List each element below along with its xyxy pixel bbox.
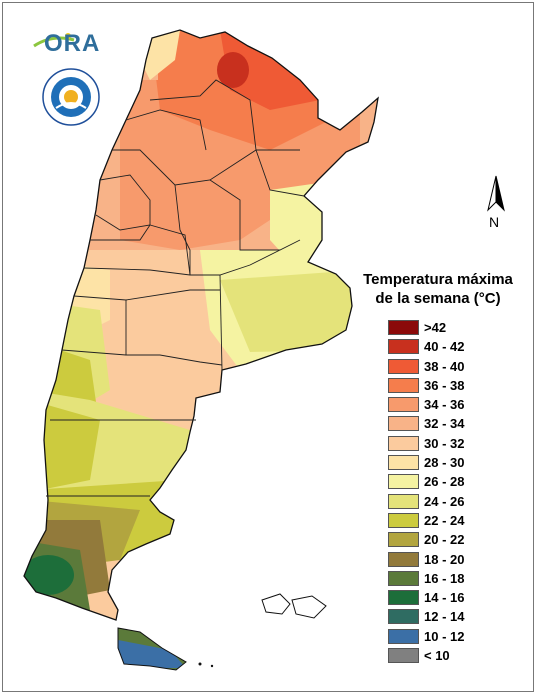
ora-logo-text: ORA [44,30,101,57]
legend-label: 28 - 30 [424,455,465,471]
legend-label: 38 - 40 [424,358,465,374]
legend-swatch [388,590,419,606]
legend-label: 22 - 24 [424,512,465,528]
legend-swatch [388,628,419,644]
legend-title-line2: de la semana (°C) [375,290,501,307]
legend-swatch [388,648,419,664]
legend-swatch [388,435,419,451]
legend-label: < 10 [424,648,450,664]
legend-swatch [388,377,419,393]
legend-swatch [388,551,419,567]
legend-label: 24 - 26 [424,493,465,509]
legend-swatch [388,397,419,413]
legend-swatch [388,493,419,509]
legend-label: 18 - 20 [424,551,465,567]
legend-label: 10 - 12 [424,628,465,644]
legend-label: 34 - 36 [424,397,465,413]
legend-label: 36 - 38 [424,377,465,393]
ora-logo [33,33,75,48]
legend-label: >42 [424,320,447,335]
legend-swatch [388,455,419,471]
smn-seal-icon [42,68,100,126]
legend-title-line1: Temperatura máxima [363,271,513,288]
legend-swatch [388,339,419,355]
legend-swatch [388,609,419,625]
legend-label: 12 - 14 [424,609,465,625]
legend-swatch [388,416,419,432]
legend-label: 16 - 18 [424,570,465,586]
legend-swatch [388,474,419,490]
legend-swatch [388,320,419,335]
north-arrow-icon [487,175,505,212]
legend-label: 20 - 22 [424,532,465,548]
legend-label: 14 - 16 [424,590,465,606]
legend-label: 26 - 28 [424,474,465,490]
legend-title: Temperatura máxima de la semana (°C) [340,270,536,308]
legend-swatch [388,570,419,586]
legend-label: 40 - 42 [424,339,465,355]
legend-label: 30 - 32 [424,435,465,451]
legend-swatch [388,358,419,374]
legend-label: 32 - 34 [424,416,465,432]
legend-swatch [388,532,419,548]
legend-swatch [388,512,419,528]
north-label: N [489,214,500,230]
